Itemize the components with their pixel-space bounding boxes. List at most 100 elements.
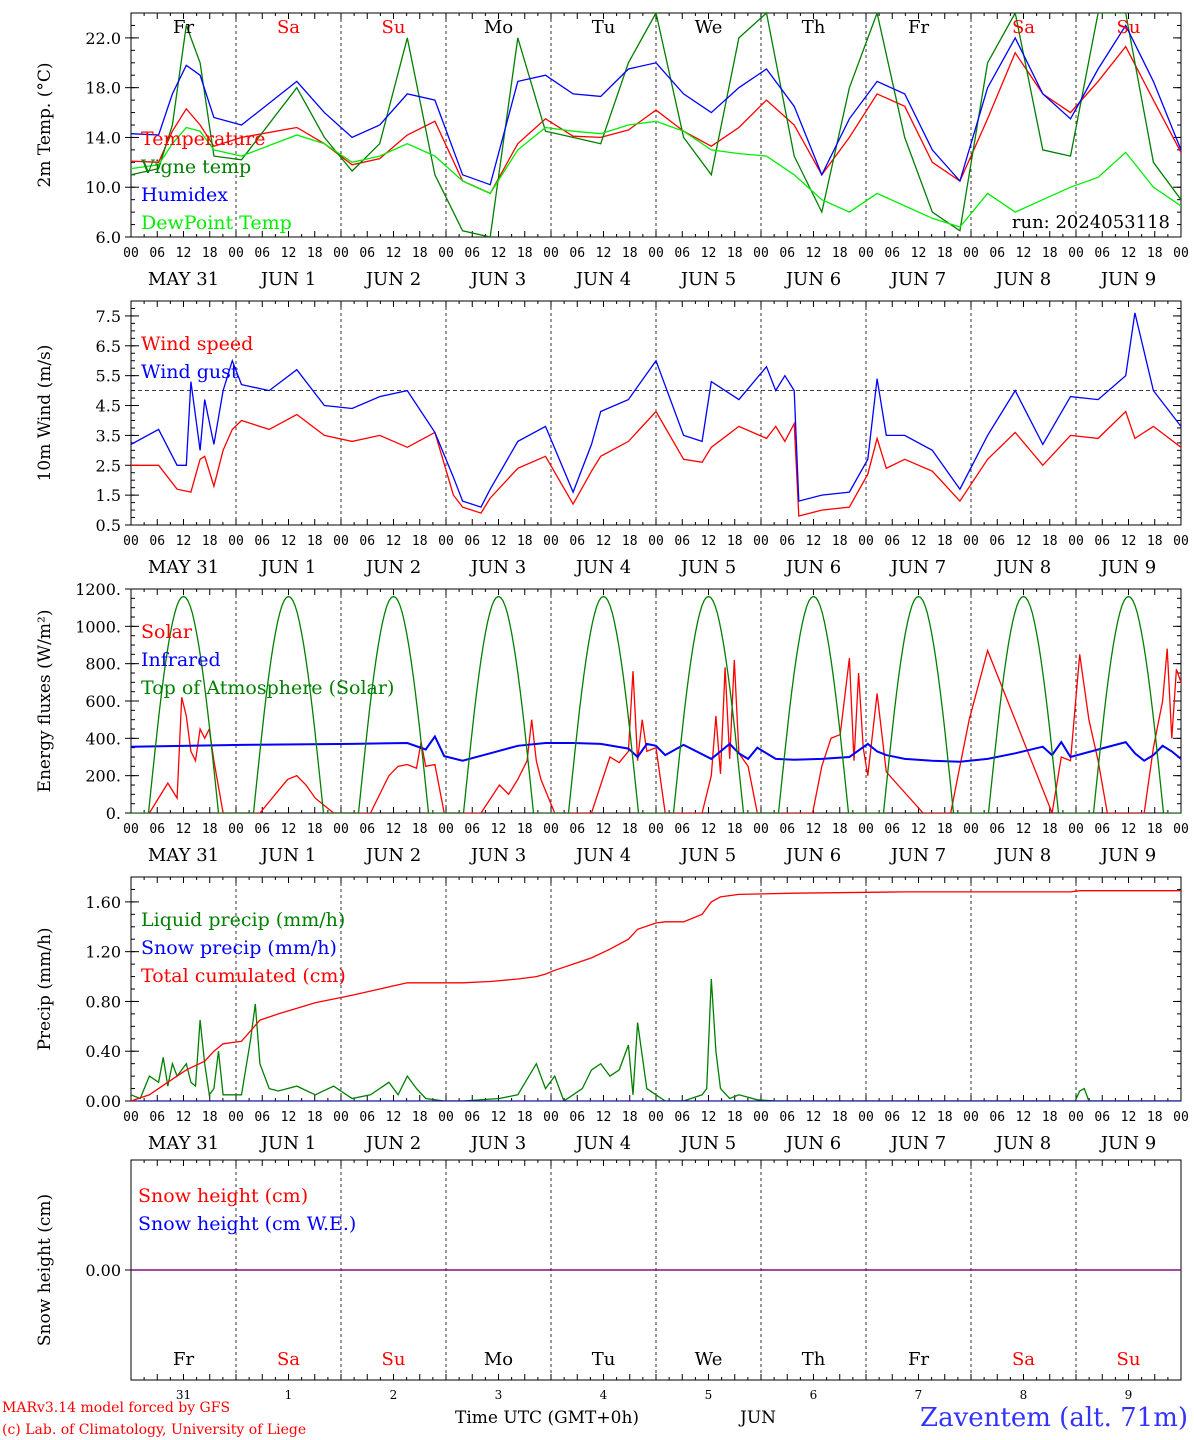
hour-tick-label: 06 xyxy=(674,534,690,549)
hour-tick-label: 12 xyxy=(701,822,717,837)
date-label: JUN 7 xyxy=(889,1133,946,1154)
date-label: JUN 2 xyxy=(364,1133,421,1154)
hour-tick-label: 12 xyxy=(1016,822,1032,837)
hour-tick-label: 06 xyxy=(1094,822,1110,837)
hour-tick-label: 18 xyxy=(832,534,848,549)
hour-tick-label: 06 xyxy=(149,822,165,837)
date-label: JUN 1 xyxy=(259,557,316,578)
hour-tick-label: 12 xyxy=(806,246,822,261)
hour-tick-label: 00 xyxy=(648,1110,664,1125)
hour-tick-label: 06 xyxy=(884,822,900,837)
hour-tick-label: 18 xyxy=(412,534,428,549)
date-label: JUN 8 xyxy=(994,845,1051,866)
day-name: Su xyxy=(1117,1349,1141,1370)
day-name: Tu xyxy=(592,1349,616,1370)
y-tick-label: 14.0 xyxy=(85,128,121,147)
hour-tick-label: 18 xyxy=(1042,534,1058,549)
hour-tick-label: 00 xyxy=(228,246,244,261)
date-label: JUN 7 xyxy=(889,557,946,578)
y-axis-label: Energy fluxes (W/m²) xyxy=(35,610,55,793)
day-name: Th xyxy=(802,17,826,38)
run-annotation: run: 2024053118 xyxy=(1012,212,1170,233)
hour-tick-label: 18 xyxy=(307,822,323,837)
y-tick-label: 0.40 xyxy=(85,1042,121,1061)
date-label: JUN 1 xyxy=(259,845,316,866)
hour-tick-label: 18 xyxy=(1042,822,1058,837)
hour-tick-label: 18 xyxy=(1147,1110,1163,1125)
hour-tick-label: 12 xyxy=(491,1110,507,1125)
date-label: JUN 4 xyxy=(574,269,631,290)
hour-tick-label: 06 xyxy=(359,246,375,261)
hour-tick-label: 00 xyxy=(753,534,769,549)
hour-tick-label: 06 xyxy=(569,822,585,837)
date-label: JUN 6 xyxy=(784,845,841,866)
hour-tick-label: 18 xyxy=(517,822,533,837)
hour-tick-label: 06 xyxy=(1094,1110,1110,1125)
hour-tick-label: 12 xyxy=(491,534,507,549)
panel-wind: 0.5 1.5 2.5 3.5 4.5 5.5 6.5 7.5 10m Wind (m/s) Wi… xyxy=(35,300,1189,578)
hour-tick-label: 12 xyxy=(281,822,297,837)
y-tick-label: 200. xyxy=(85,767,121,786)
hour-tick-label: 06 xyxy=(464,534,480,549)
date-label: MAY 31 xyxy=(148,1133,219,1154)
hour-tick-label: 00 xyxy=(858,534,874,549)
y-tick-label: 6.5 xyxy=(96,337,121,356)
hour-tick-label: 18 xyxy=(937,822,953,837)
day-name: Sa xyxy=(277,1349,300,1370)
hour-tick-label: 00 xyxy=(1173,246,1189,261)
panel-snow: 0.00 Snow height (cm) Snow height (cm) Snow… xyxy=(35,1159,1182,1402)
hour-tick-label: 06 xyxy=(989,534,1005,549)
hour-tick-label: 00 xyxy=(123,822,139,837)
hour-tick-label: 18 xyxy=(832,1110,848,1125)
hour-tick-label: 18 xyxy=(622,246,638,261)
hour-tick-label: 00 xyxy=(1173,1110,1189,1125)
hour-tick-label: 12 xyxy=(386,534,402,549)
y-tick-label: 1000. xyxy=(75,617,121,636)
date-label: JUN 5 xyxy=(679,845,736,866)
hour-tick-label: 06 xyxy=(989,1110,1005,1125)
date-label: JUN 6 xyxy=(784,557,841,578)
hour-tick-label: 12 xyxy=(1121,1110,1137,1125)
plot-frame xyxy=(130,300,1182,526)
hour-tick-label: 12 xyxy=(176,1110,192,1125)
date-label: JUN 5 xyxy=(679,269,736,290)
hour-tick-label: 12 xyxy=(596,822,612,837)
hour-tick-label: 12 xyxy=(701,246,717,261)
hour-tick-label: 00 xyxy=(333,822,349,837)
y-tick-label: 6.0 xyxy=(96,228,121,247)
hour-tick-label: 18 xyxy=(727,1110,743,1125)
hour-tick-label: 06 xyxy=(359,822,375,837)
date-label: JUN 3 xyxy=(469,1133,526,1154)
hour-tick-label: 12 xyxy=(281,246,297,261)
hour-tick-label: 00 xyxy=(648,534,664,549)
date-label: JUN 4 xyxy=(574,1133,631,1154)
day-name: Su xyxy=(382,17,406,38)
hour-tick-label: 18 xyxy=(832,822,848,837)
hour-tick-label: 06 xyxy=(884,246,900,261)
y-axis-label: 10m Wind (m/s) xyxy=(35,345,55,482)
hour-tick-label: 06 xyxy=(569,1110,585,1125)
hour-tick-label: 18 xyxy=(1147,822,1163,837)
hour-tick-label: 12 xyxy=(1121,246,1137,261)
hour-tick-label: 06 xyxy=(254,246,270,261)
legend-entry: Solar xyxy=(141,621,193,643)
hour-tick-label: 00 xyxy=(438,534,454,549)
hour-tick-label: 06 xyxy=(464,246,480,261)
hour-tick-label: 12 xyxy=(911,246,927,261)
hour-tick-label: 00 xyxy=(228,1110,244,1125)
hour-tick-label: 00 xyxy=(858,822,874,837)
hour-tick-label: 18 xyxy=(1042,1110,1058,1125)
date-label: JUN 6 xyxy=(784,1133,841,1154)
day-name: Tu xyxy=(592,17,616,38)
hour-tick-label: 12 xyxy=(911,534,927,549)
hour-tick-label: 06 xyxy=(254,1110,270,1125)
hour-tick-label: 12 xyxy=(491,822,507,837)
hour-tick-label: 00 xyxy=(333,534,349,549)
date-label: JUN 6 xyxy=(784,269,841,290)
date-label: JUN 1 xyxy=(259,269,316,290)
y-tick-label: 1200. xyxy=(75,580,121,599)
day-number: 5 xyxy=(705,1388,713,1402)
date-label: JUN 4 xyxy=(574,557,631,578)
y-tick-label: 4.5 xyxy=(96,397,121,416)
